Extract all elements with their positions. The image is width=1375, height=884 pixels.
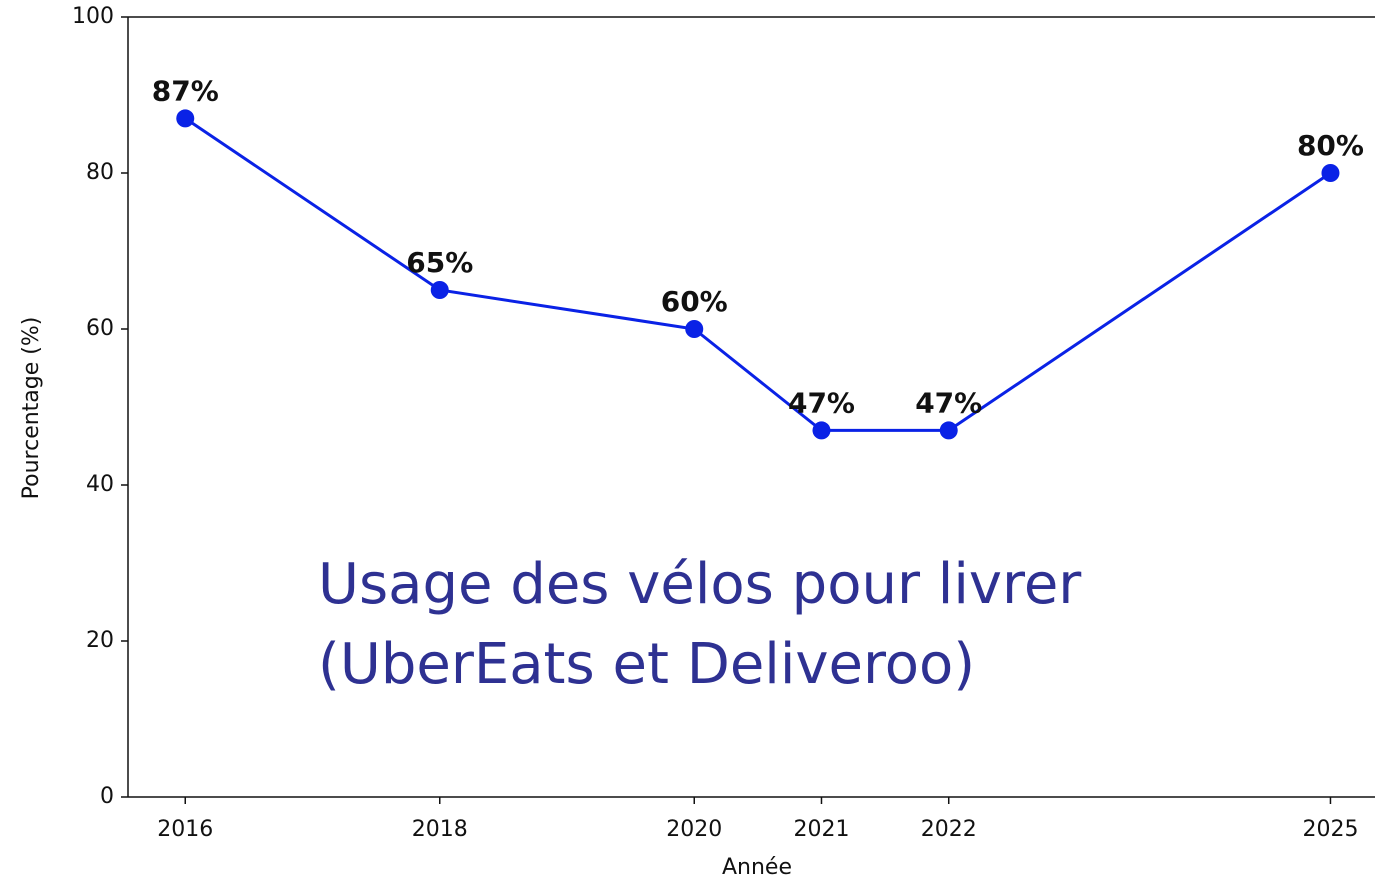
y-tick-label: 40 — [86, 472, 114, 497]
data-label: 87% — [152, 74, 219, 107]
y-tick-label: 80 — [86, 160, 114, 185]
point — [812, 421, 831, 440]
data-label: 47% — [915, 386, 982, 419]
y-tick-label: 20 — [86, 628, 114, 653]
x-tick-label: 2021 — [793, 817, 849, 842]
x-tick-label: 2022 — [921, 817, 977, 842]
data-label: 47% — [788, 386, 855, 419]
y-axis-label: Pourcentage (%) — [19, 317, 44, 500]
point — [685, 320, 704, 338]
annotation: (UberEats et Deliveroo) — [318, 632, 975, 697]
data-label: 80% — [1297, 129, 1364, 162]
y-tick-label: 100 — [72, 4, 114, 29]
data-label: 65% — [406, 246, 473, 279]
series-line — [184, 117, 1332, 432]
point — [1321, 164, 1340, 182]
point — [176, 109, 195, 128]
point — [939, 421, 958, 440]
annotation: Usage des vélos pour livrer — [318, 552, 1082, 617]
y-tick-label: 60 — [86, 316, 114, 341]
x-axis-label: Année — [722, 855, 792, 880]
x-tick-label: 2016 — [157, 817, 213, 842]
x-tick-label: 2025 — [1302, 817, 1358, 842]
x-tick-label: 2018 — [412, 817, 468, 842]
data-label: 60% — [661, 285, 728, 318]
point — [430, 281, 449, 299]
y-tick-label: 0 — [100, 784, 114, 809]
x-tick-label: 2020 — [666, 817, 722, 842]
